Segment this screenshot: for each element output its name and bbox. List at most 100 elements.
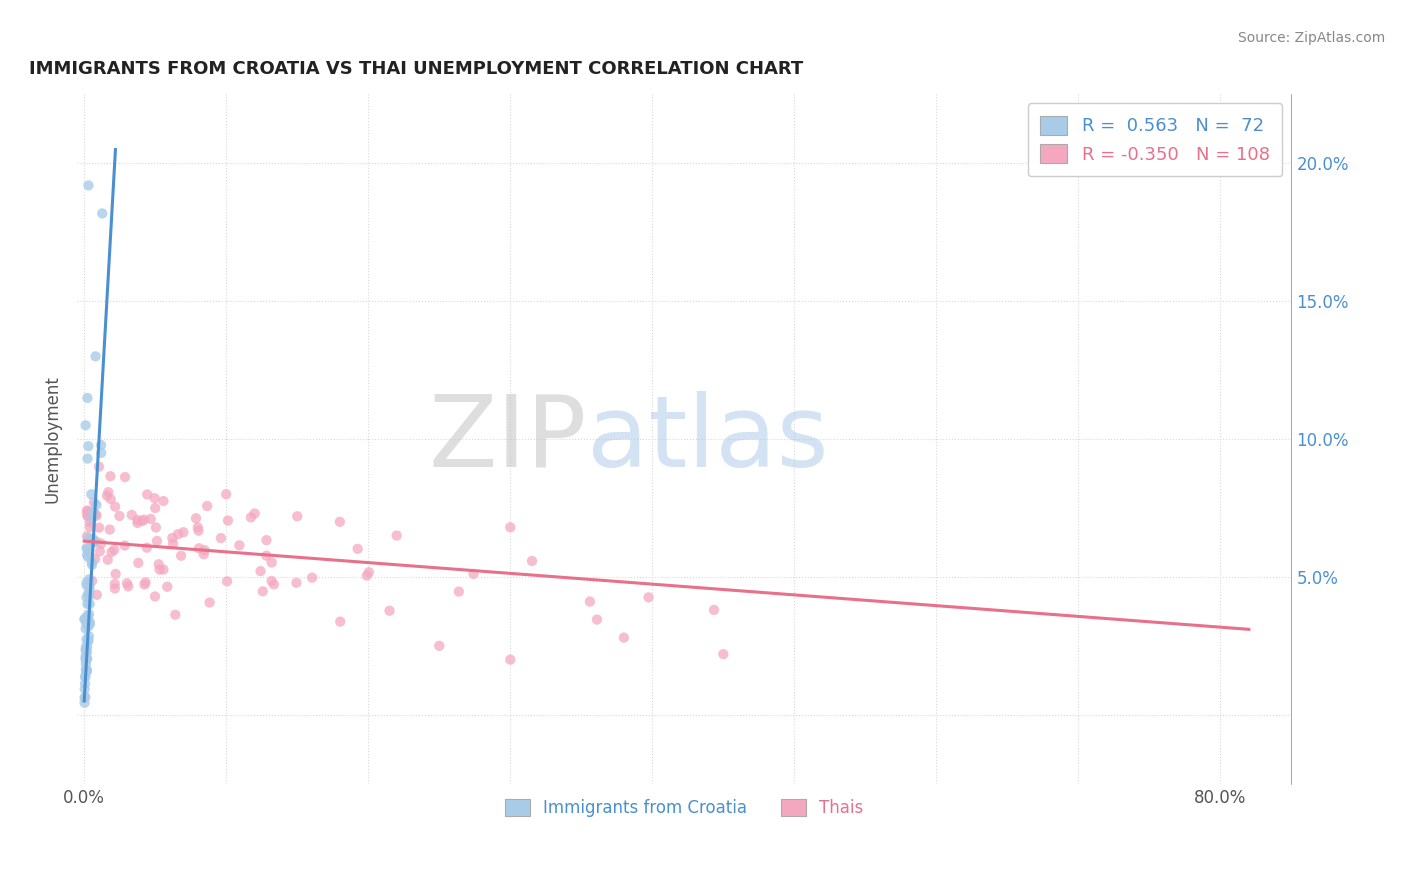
Point xyxy=(73,612,96,626)
Point xyxy=(104,500,127,514)
Point xyxy=(135,575,157,590)
Point xyxy=(77,532,100,546)
Point xyxy=(252,584,274,599)
Point xyxy=(108,508,131,523)
Point xyxy=(711,647,734,661)
Point xyxy=(100,469,122,483)
Point xyxy=(148,563,170,577)
Point xyxy=(100,545,122,559)
Point xyxy=(76,548,98,562)
Point xyxy=(228,538,250,552)
Point xyxy=(73,612,96,626)
Point xyxy=(76,652,98,666)
Point xyxy=(263,577,285,591)
Point xyxy=(637,591,659,605)
Point xyxy=(80,556,103,570)
Point xyxy=(187,520,209,534)
Point xyxy=(239,510,262,524)
Point xyxy=(79,597,101,611)
Point xyxy=(285,575,308,590)
Point xyxy=(75,652,97,666)
Point xyxy=(152,563,174,577)
Point xyxy=(77,509,100,524)
Point xyxy=(499,653,522,667)
Point xyxy=(75,665,97,680)
Point xyxy=(385,528,408,542)
Point xyxy=(91,206,114,220)
Point xyxy=(73,696,96,710)
Text: ZIP: ZIP xyxy=(429,391,588,488)
Point xyxy=(79,578,101,592)
Point xyxy=(187,524,209,538)
Point xyxy=(76,640,98,654)
Point xyxy=(121,508,143,522)
Point xyxy=(76,645,98,659)
Point xyxy=(243,507,266,521)
Point xyxy=(97,552,120,566)
Point xyxy=(77,633,100,648)
Point xyxy=(215,574,238,589)
Point xyxy=(76,504,98,518)
Point xyxy=(100,491,122,506)
Point xyxy=(89,544,111,558)
Point xyxy=(139,512,162,526)
Point xyxy=(136,487,159,501)
Legend: Immigrants from Croatia, Thais: Immigrants from Croatia, Thais xyxy=(499,792,870,823)
Point xyxy=(215,487,238,501)
Point xyxy=(165,607,187,622)
Point xyxy=(77,619,100,633)
Point xyxy=(167,527,190,541)
Point xyxy=(87,521,110,535)
Point xyxy=(97,485,120,500)
Point xyxy=(115,576,138,591)
Point xyxy=(73,676,96,690)
Point xyxy=(73,670,96,684)
Point xyxy=(76,541,98,555)
Point xyxy=(172,525,194,540)
Point xyxy=(260,574,283,588)
Point xyxy=(357,565,380,579)
Point xyxy=(82,532,104,546)
Point xyxy=(77,629,100,643)
Point xyxy=(77,589,100,603)
Point xyxy=(75,649,97,664)
Point xyxy=(148,558,170,572)
Point xyxy=(127,556,149,570)
Point xyxy=(76,503,98,517)
Point xyxy=(184,511,207,525)
Point xyxy=(79,583,101,598)
Point xyxy=(80,534,103,549)
Point xyxy=(76,651,98,665)
Point xyxy=(76,529,98,543)
Y-axis label: Unemployment: Unemployment xyxy=(44,376,60,503)
Point xyxy=(87,459,110,474)
Point xyxy=(79,520,101,534)
Point xyxy=(127,516,149,530)
Point xyxy=(114,539,136,553)
Point xyxy=(463,566,485,581)
Point xyxy=(209,531,232,545)
Point xyxy=(703,603,725,617)
Text: atlas: atlas xyxy=(588,391,828,488)
Point xyxy=(254,549,277,563)
Point xyxy=(170,549,193,563)
Point xyxy=(256,533,278,548)
Point xyxy=(114,470,136,484)
Point xyxy=(76,664,98,678)
Point xyxy=(80,487,103,501)
Point xyxy=(83,535,105,549)
Point xyxy=(75,643,97,657)
Point xyxy=(103,542,125,557)
Point xyxy=(76,575,98,590)
Point xyxy=(77,573,100,587)
Point xyxy=(86,508,108,523)
Point xyxy=(82,574,104,588)
Point xyxy=(499,520,522,534)
Point xyxy=(75,418,97,433)
Point xyxy=(77,580,100,594)
Point xyxy=(346,541,368,556)
Point xyxy=(134,513,156,527)
Point xyxy=(77,607,100,622)
Point xyxy=(143,491,166,505)
Point xyxy=(131,514,153,528)
